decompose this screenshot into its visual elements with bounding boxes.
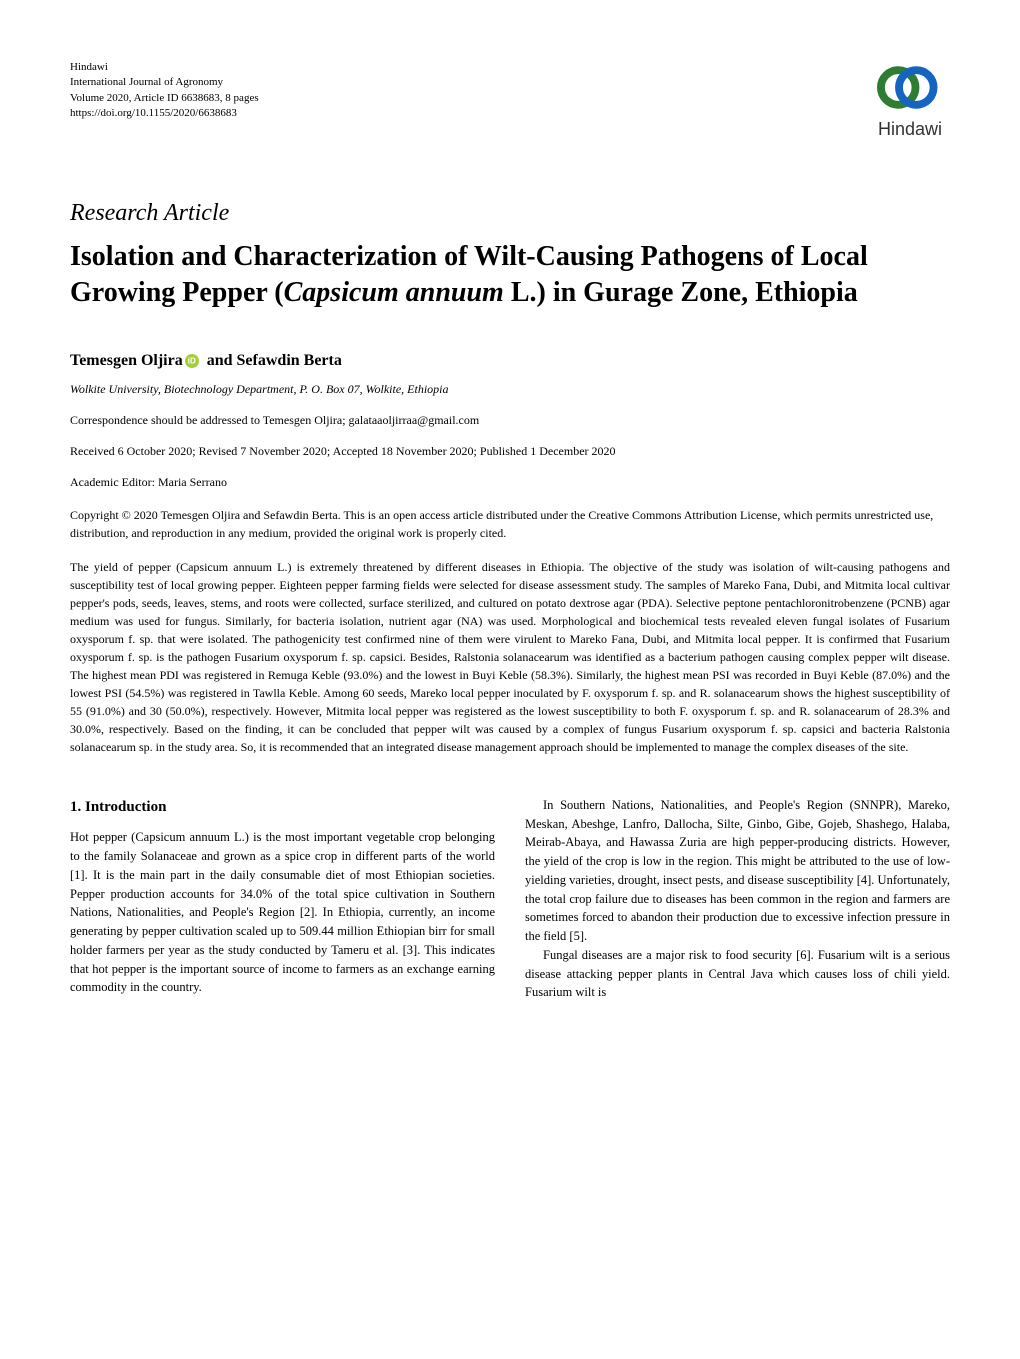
volume-info: Volume 2020, Article ID 6638683, 8 pages (70, 91, 259, 106)
correspondence: Correspondence should be addressed to Te… (70, 413, 950, 428)
title-part2: L.) in Gurage Zone, Ethiopia (504, 277, 858, 308)
author-2: Sefawdin Berta (237, 352, 342, 369)
intro-para-3: Fungal diseases are a major risk to food… (525, 946, 950, 1002)
article-title: Isolation and Characterization of Wilt-C… (70, 239, 950, 312)
authors-line: Temesgen Oljira and Sefawdin Berta (70, 352, 950, 370)
title-species: Capsicum annuum (284, 277, 504, 308)
doi-link[interactable]: https://doi.org/10.1155/2020/6638683 (70, 106, 259, 121)
orcid-icon[interactable] (185, 354, 199, 368)
publisher-name: Hindawi (70, 60, 259, 75)
body-columns: 1. Introduction Hot pepper (Capsicum ann… (70, 796, 950, 1002)
publisher-logo: Hindawi (870, 60, 950, 140)
author-1: Temesgen Oljira (70, 352, 183, 369)
publication-dates: Received 6 October 2020; Revised 7 Novem… (70, 444, 950, 459)
hindawi-logo-icon (870, 60, 950, 115)
section-heading-introduction: 1. Introduction (70, 796, 495, 819)
author-conjunction: and (203, 352, 237, 369)
column-right: In Southern Nations, Nationalities, and … (525, 796, 950, 1002)
intro-para-1: Hot pepper (Capsicum annuum L.) is the m… (70, 828, 495, 997)
journal-info: Hindawi International Journal of Agronom… (70, 60, 259, 122)
copyright-notice: Copyright © 2020 Temesgen Oljira and Sef… (70, 506, 950, 542)
affiliation: Wolkite University, Biotechnology Depart… (70, 382, 950, 397)
journal-name: International Journal of Agronomy (70, 75, 259, 90)
publisher-logo-text: Hindawi (878, 119, 942, 140)
academic-editor: Academic Editor: Maria Serrano (70, 475, 950, 490)
intro-para-2: In Southern Nations, Nationalities, and … (525, 796, 950, 946)
abstract-text: The yield of pepper (Capsicum annuum L.)… (70, 558, 950, 756)
column-left: 1. Introduction Hot pepper (Capsicum ann… (70, 796, 495, 1002)
article-type: Research Article (70, 200, 950, 227)
